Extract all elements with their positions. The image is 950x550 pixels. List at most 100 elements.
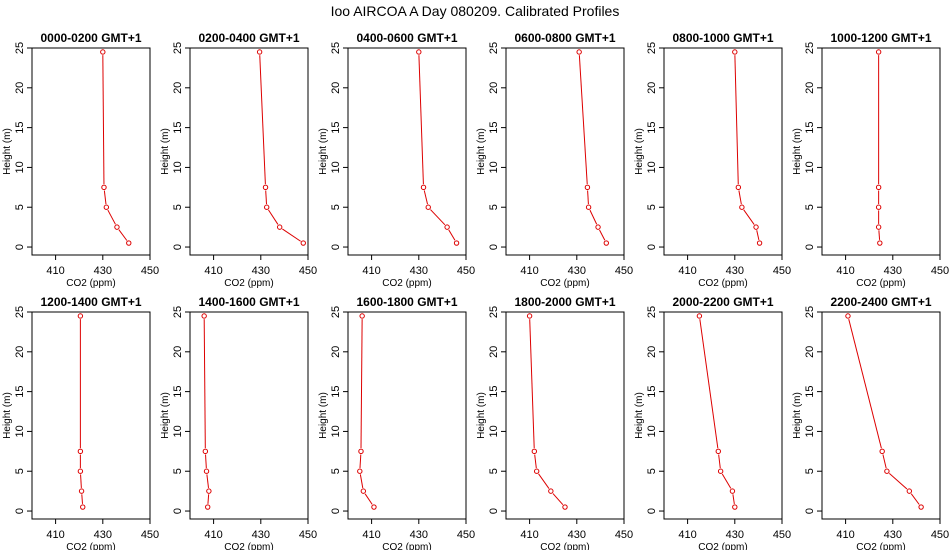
y-tick-label: 10 [488, 161, 500, 173]
data-point [103, 204, 110, 210]
y-tick-label: 20 [804, 346, 816, 358]
profile-segment [423, 190, 428, 205]
x-tick-label: 450 [141, 265, 159, 277]
panel-title: 2200-2400 GMT+1 [830, 295, 931, 309]
y-tick-label: 25 [14, 306, 26, 318]
profile-segment [418, 55, 424, 185]
profile-segment [268, 209, 279, 225]
y-tick-label: 25 [330, 42, 342, 54]
profile-segment [364, 493, 373, 505]
profile-segment [359, 454, 362, 469]
y-tick-label: 10 [804, 161, 816, 173]
data-point [357, 468, 363, 474]
y-tick-label: 15 [172, 121, 184, 133]
x-tick-label: 430 [884, 529, 902, 541]
x-tick-label: 450 [299, 529, 317, 541]
x-tick-label: 410 [520, 265, 538, 277]
figure-title: Ioo AIRCOA A Day 080209. Calibrated Prof… [331, 3, 620, 19]
data-point [584, 184, 591, 191]
profile-panel: 0800-1000 GMT+1 0 5 10 15 20 25 410 430 450 CO2 (p… [634, 31, 791, 289]
data-point [918, 504, 924, 510]
panel-title: 1800-2000 GMT+1 [514, 295, 615, 309]
panel-title: 2000-2200 GMT+1 [672, 295, 773, 309]
plot-frame [31, 311, 151, 520]
y-tick-label: 25 [804, 42, 816, 54]
y-tick-label: 10 [172, 425, 184, 437]
data-point [444, 224, 450, 230]
y-tick-label: 0 [488, 244, 500, 250]
y-tick-label: 15 [804, 121, 816, 133]
profile-segment [206, 474, 209, 489]
y-tick-label: 20 [14, 346, 26, 358]
y-tick-label: 20 [14, 82, 26, 94]
y-tick-label: 5 [330, 204, 342, 210]
data-point [78, 488, 85, 494]
y-axis-label: Height (m) [634, 128, 645, 175]
profile-segment [205, 454, 207, 469]
y-tick-label: 10 [172, 161, 184, 173]
profile-segment [699, 319, 719, 449]
data-point [732, 504, 738, 510]
y-tick-label: 10 [330, 161, 342, 173]
x-axis-label: CO2 (ppm) [382, 278, 431, 289]
y-tick-label: 5 [488, 204, 500, 210]
x-tick-label: 430 [726, 265, 744, 277]
y-tick-label: 20 [804, 82, 816, 94]
x-tick-label: 450 [299, 265, 317, 277]
data-point [717, 468, 724, 474]
profile-segment [552, 493, 564, 505]
plot-frame [663, 47, 783, 256]
profile-segment [107, 209, 116, 225]
data-point [696, 313, 703, 319]
x-tick-label: 410 [678, 529, 696, 541]
y-axis-label: Height (m) [792, 392, 803, 439]
profile-segment [282, 228, 301, 242]
profile-segment [80, 474, 82, 488]
x-axis-label: CO2 (ppm) [66, 542, 115, 550]
data-point [877, 240, 883, 246]
y-tick-label: 5 [172, 204, 184, 210]
profile-segment [888, 472, 908, 490]
y-tick-label: 15 [330, 385, 342, 397]
y-tick-label: 25 [646, 42, 658, 54]
x-tick-label: 430 [568, 529, 586, 541]
x-axis-label: CO2 (ppm) [382, 542, 431, 550]
y-axis-label: Height (m) [476, 128, 487, 175]
profile-panel: 0600-0800 GMT+1 0 5 10 15 20 25 410 430 450 CO2 (p… [476, 31, 633, 289]
profile-segment [538, 473, 550, 489]
data-point [735, 184, 742, 191]
y-tick-label: 0 [172, 244, 184, 250]
x-tick-label: 410 [836, 265, 854, 277]
profile-panel: 0000-0200 GMT+1 0 5 10 15 20 25 410 430 450 CO2 (p… [2, 31, 159, 289]
profile-panel: 0400-0600 GMT+1 0 5 10 15 20 25 410 430 450 CO2 (p… [318, 31, 475, 289]
y-axis-label: Height (m) [792, 128, 803, 175]
y-tick-label: 5 [804, 204, 816, 210]
data-point [756, 240, 763, 246]
data-point [739, 204, 745, 210]
y-axis-label: Height (m) [476, 392, 487, 439]
panel-title: 1400-1600 GMT+1 [198, 295, 299, 309]
y-tick-label: 25 [330, 306, 342, 318]
x-tick-label: 450 [457, 265, 475, 277]
y-tick-label: 20 [488, 346, 500, 358]
data-point [576, 49, 582, 55]
profile-segment [882, 454, 887, 469]
y-tick-label: 15 [14, 121, 26, 133]
y-tick-label: 20 [646, 346, 658, 358]
profile-segment [207, 494, 210, 504]
data-point [603, 240, 609, 246]
profile-segment [578, 55, 588, 185]
x-tick-label: 410 [204, 265, 222, 277]
y-axis-label: Height (m) [160, 392, 171, 439]
x-tick-label: 450 [615, 529, 633, 541]
data-point [358, 448, 364, 455]
data-point [425, 204, 431, 210]
data-point [453, 240, 460, 246]
data-point [77, 448, 84, 455]
profile-segment [102, 55, 105, 185]
profile-segment [360, 319, 363, 449]
data-point [205, 504, 211, 510]
x-tick-label: 430 [94, 529, 112, 541]
data-point [262, 184, 269, 191]
